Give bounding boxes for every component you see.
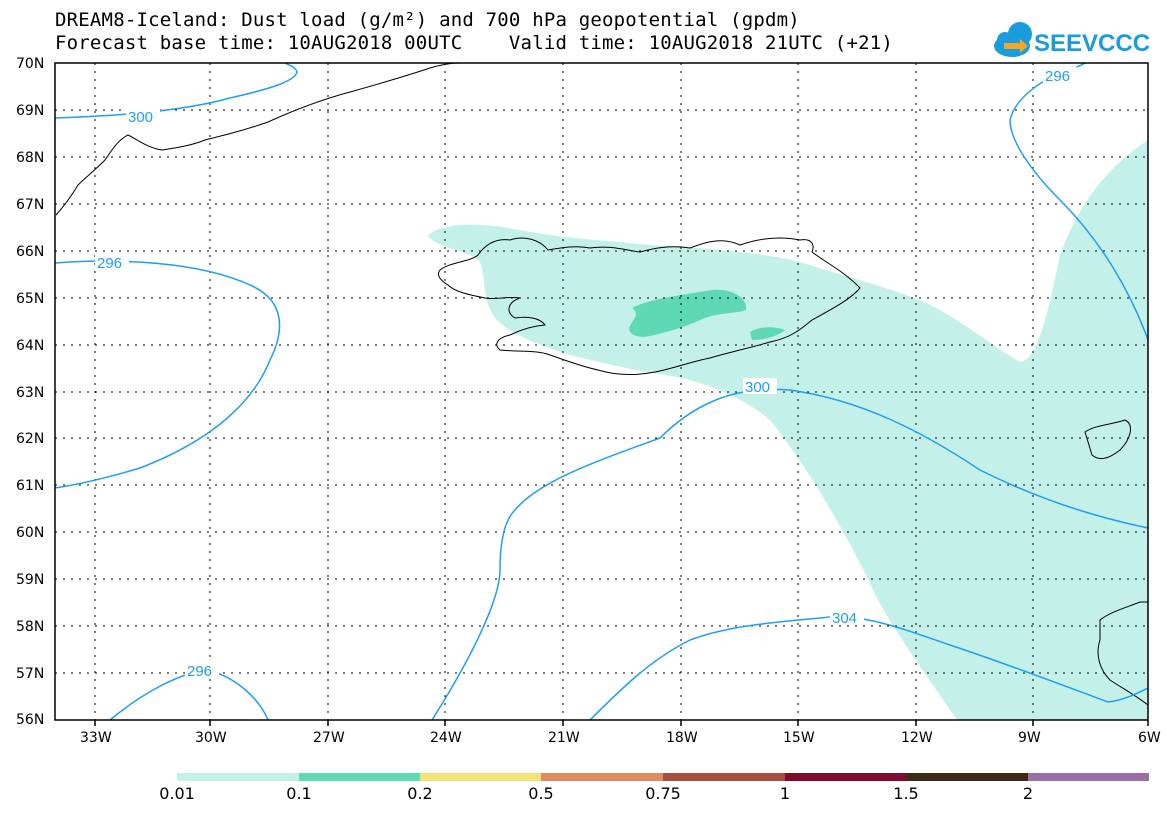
logo-text: SEEVCCC <box>1034 30 1150 57</box>
lon-label: 9W <box>1018 730 1041 746</box>
lon-label: 21W <box>548 730 580 746</box>
colorbar-label: 0.75 <box>645 784 681 803</box>
colorbar-label: 0.1 <box>286 784 312 803</box>
colorbar-segment <box>420 773 541 781</box>
axis-ticks <box>94 720 1149 726</box>
faroe-coast <box>1084 419 1131 460</box>
colorbar-segment <box>177 773 299 781</box>
lon-label: 15W <box>783 730 815 746</box>
scotland-coast <box>1097 601 1149 707</box>
lon-label: 18W <box>666 730 698 746</box>
map-title: DREAM8-Iceland: Dust load (g/m²) and 700… <box>55 9 800 31</box>
dust-load-area-mid <box>629 289 747 337</box>
contour-label: 296 <box>187 663 212 680</box>
contour-296-west <box>54 260 281 489</box>
contour-label: 296 <box>1045 68 1070 85</box>
greenland-coast <box>55 62 461 216</box>
lon-label: 27W <box>313 730 345 746</box>
lat-label: 58N <box>16 619 45 635</box>
lat-label: 64N <box>16 338 45 354</box>
colorbar-segment <box>906 773 1028 781</box>
colorbar-segment <box>785 773 906 781</box>
lon-label: 24W <box>430 730 462 746</box>
colorbar-label: 2 <box>1022 784 1034 803</box>
contour-label: 296 <box>97 255 122 272</box>
lon-label: 33W <box>80 730 112 746</box>
colorbar-label: 1.5 <box>893 784 919 803</box>
seevccc-logo: SEEVCCC <box>994 22 1150 57</box>
lat-label: 70N <box>16 56 45 72</box>
plot-frame <box>54 62 1149 721</box>
cloud-arrow-icon <box>994 22 1032 57</box>
iceland-coast <box>437 237 861 375</box>
colorbar-segment <box>663 773 785 781</box>
lat-label: 68N <box>16 150 45 166</box>
colorbar-segment <box>1028 773 1149 781</box>
contour-labels: 300 296 296 300 304 296 <box>95 67 1077 680</box>
contour-label: 304 <box>832 610 857 627</box>
geopotential-contours <box>54 62 1149 721</box>
colorbar-label: 0.01 <box>159 784 195 803</box>
lat-label: 67N <box>16 197 45 213</box>
contour-300-nw <box>54 62 298 119</box>
colorbar-segment <box>541 773 663 781</box>
contour-300-central <box>431 388 1149 721</box>
lat-label: 62N <box>16 431 45 447</box>
lon-label: 6W <box>1138 730 1161 746</box>
lat-label: 63N <box>16 385 45 401</box>
colorbar-label: 1 <box>779 784 791 803</box>
colorbar-label: 0.2 <box>407 784 433 803</box>
colorbar-label: 0.5 <box>528 784 554 803</box>
lat-label: 60N <box>16 525 45 541</box>
lat-label: 59N <box>16 572 45 588</box>
contour-label: 300 <box>128 109 153 126</box>
colorbar-segment <box>299 773 420 781</box>
lat-label: 61N <box>16 478 45 494</box>
lat-label: 69N <box>16 103 45 119</box>
map-subtitle: Forecast base time: 10AUG2018 00UTC Vali… <box>55 32 894 54</box>
lat-label: 57N <box>16 666 45 682</box>
lat-label: 66N <box>16 244 45 260</box>
dust-load-area-light <box>428 140 1148 720</box>
dust-load-area-mid <box>750 327 785 340</box>
lat-label: 65N <box>16 291 45 307</box>
lon-label: 12W <box>901 730 933 746</box>
contour-label: 300 <box>745 379 770 396</box>
lat-label: 56N <box>16 712 45 728</box>
contour-304-south <box>589 615 1149 721</box>
lon-label: 30W <box>195 730 227 746</box>
coastlines <box>55 62 1149 707</box>
